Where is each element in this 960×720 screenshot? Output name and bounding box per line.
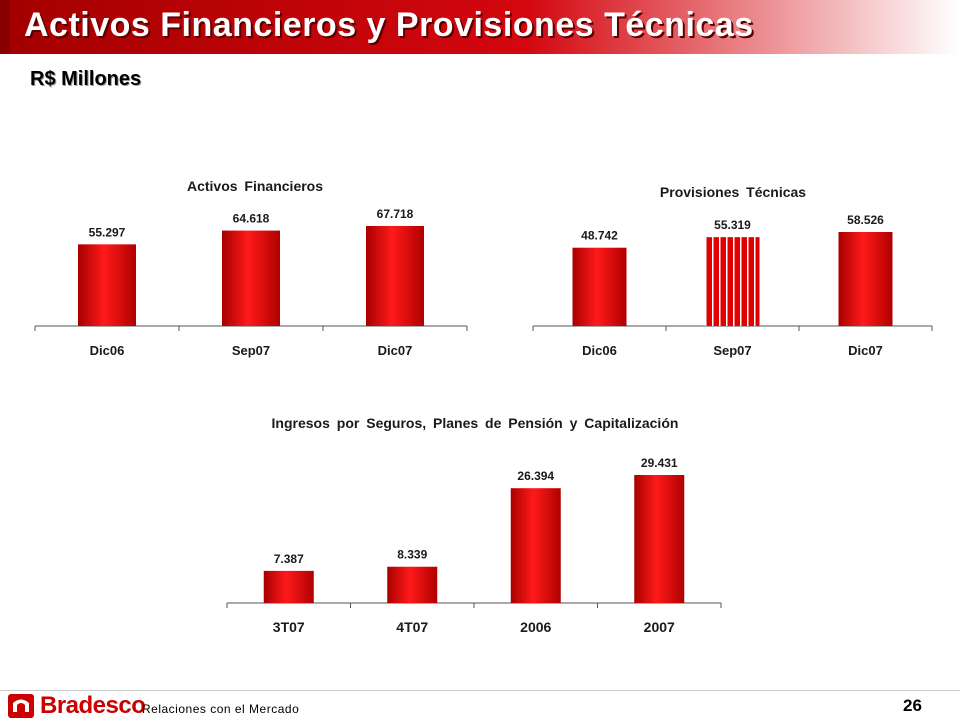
page-number: 26 [903, 696, 922, 715]
activos-category-label: Dic06 [90, 343, 125, 358]
activos-bar [366, 226, 424, 326]
ingresos-value-label: 8.339 [397, 548, 427, 562]
activos-chart-title: Activos Financieros [187, 178, 323, 194]
ingresos-category-label: 2007 [644, 619, 675, 635]
ingresos-category-label: 4T07 [396, 619, 428, 635]
ingresos-category-label: 2006 [520, 619, 551, 635]
provisiones-bar [838, 232, 893, 326]
ingresos-bar [634, 475, 685, 603]
bradesco-logo-icon [8, 694, 34, 718]
page-title: Activos Financieros y Provisiones Técnic… [24, 6, 754, 44]
provisiones-category-label: Dic07 [848, 343, 883, 358]
activos-category-label: Dic07 [378, 343, 413, 358]
ingresos-value-label: 29.431 [641, 456, 678, 470]
ingresos-category-label: 3T07 [273, 619, 305, 635]
activos-value-label: 67.718 [377, 207, 414, 221]
activos-bar [78, 244, 136, 326]
provisiones-category-label: Dic06 [582, 343, 617, 358]
footer-brand: Bradesco [40, 692, 146, 719]
provisiones-category-label: Sep07 [713, 343, 751, 358]
provisiones-bar [705, 237, 760, 326]
activos-value-label: 64.618 [233, 212, 270, 226]
provisiones-bar [572, 247, 627, 326]
activos-bar [222, 230, 280, 326]
activos-value-label: 55.297 [89, 225, 126, 239]
footer-section: Relaciones con el Mercado [142, 702, 300, 716]
provisiones-value-label: 58.526 [847, 213, 884, 227]
ingresos-value-label: 26.394 [517, 469, 554, 483]
page-subtitle: R$ Millones [30, 68, 142, 90]
footer-divider [0, 690, 960, 691]
ingresos-bar [263, 570, 314, 603]
title-bar: Activos Financieros y Provisiones Técnic… [0, 0, 960, 54]
ingresos-chart-title: Ingresos por Seguros, Planes de Pensión … [272, 415, 679, 431]
ingresos-bar [387, 566, 438, 603]
ingresos-value-label: 7.387 [274, 552, 304, 566]
provisiones-value-label: 48.742 [581, 229, 618, 243]
activos-category-label: Sep07 [232, 343, 270, 358]
provisiones-chart-title: Provisiones Técnicas [660, 184, 806, 200]
provisiones-value-label: 55.319 [714, 218, 751, 232]
ingresos-bar [510, 488, 561, 603]
